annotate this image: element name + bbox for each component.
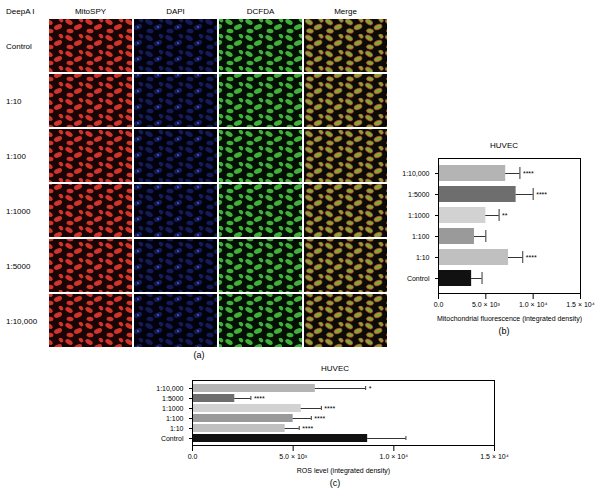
svg-text:1:10,000: 1:10,000 xyxy=(6,317,38,326)
svg-text:0.0: 0.0 xyxy=(434,301,444,308)
svg-text:1:5000: 1:5000 xyxy=(6,262,31,271)
svg-text:1:5000: 1:5000 xyxy=(162,395,184,402)
svg-text:1:10: 1:10 xyxy=(416,254,430,261)
svg-text:1.5 × 10⁴: 1.5 × 10⁴ xyxy=(566,301,595,308)
svg-text:1:1000: 1:1000 xyxy=(6,207,31,216)
svg-text:1:5000: 1:5000 xyxy=(408,191,430,198)
svg-text:ROS level (integrated density): ROS level (integrated density) xyxy=(297,467,390,475)
svg-text:1:10,000: 1:10,000 xyxy=(156,385,183,392)
svg-text:1.0 × 10⁴: 1.0 × 10⁴ xyxy=(519,301,548,308)
svg-text:****: **** xyxy=(536,191,547,198)
svg-text:1:10,000: 1:10,000 xyxy=(402,170,429,177)
svg-text:****: **** xyxy=(523,170,534,177)
html-text:HUVEC: HUVEC xyxy=(490,141,518,150)
svg-text:Control: Control xyxy=(407,275,430,282)
svg-text:DAPI: DAPI xyxy=(166,7,185,16)
svg-text:Mitochondrial fluorescence (in: Mitochondrial fluorescence (integrated d… xyxy=(437,315,582,323)
svg-text:1:1000: 1:1000 xyxy=(162,405,184,412)
html-text:HUVEC: HUVEC xyxy=(321,364,349,373)
svg-text:1.5 × 10⁴: 1.5 × 10⁴ xyxy=(480,453,509,460)
svg-text:1:1000: 1:1000 xyxy=(408,212,430,219)
svg-text:****: **** xyxy=(314,415,325,422)
svg-text:5.0 × 10³: 5.0 × 10³ xyxy=(472,301,500,308)
svg-text:DeepA I: DeepA I xyxy=(6,7,34,16)
svg-text:Control: Control xyxy=(6,42,32,51)
svg-text:5.0 × 10³: 5.0 × 10³ xyxy=(279,453,307,460)
svg-text:1:100: 1:100 xyxy=(166,415,184,422)
svg-text:**: ** xyxy=(502,212,508,219)
svg-text:****: **** xyxy=(302,425,313,432)
svg-text:1:10: 1:10 xyxy=(170,425,184,432)
svg-text:MitoSPY: MitoSPY xyxy=(75,7,107,16)
svg-text:1.0 × 10⁴: 1.0 × 10⁴ xyxy=(380,453,409,460)
svg-text:****: **** xyxy=(324,405,335,412)
svg-text:1:10: 1:10 xyxy=(6,97,22,106)
svg-text:1:100: 1:100 xyxy=(412,233,430,240)
svg-text:*: * xyxy=(369,385,372,392)
svg-text:Control: Control xyxy=(161,435,184,442)
html-text:(c): (c) xyxy=(329,478,341,488)
svg-text:0.0: 0.0 xyxy=(188,453,198,460)
svg-text:1:100: 1:100 xyxy=(6,152,27,161)
svg-text:****: **** xyxy=(526,254,537,261)
svg-text:Merge: Merge xyxy=(334,7,357,16)
svg-text:DCFDA: DCFDA xyxy=(247,7,275,16)
svg-text:****: **** xyxy=(254,395,265,402)
html-text:(b): (b) xyxy=(498,326,510,336)
html-text:(a): (a) xyxy=(193,350,205,360)
